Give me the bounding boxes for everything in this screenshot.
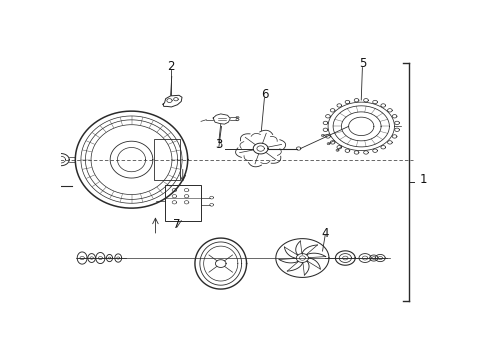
Bar: [165, 185, 201, 221]
Text: 5: 5: [360, 58, 367, 71]
Text: 6: 6: [261, 88, 268, 101]
Text: 2: 2: [167, 60, 174, 73]
Bar: [41, 157, 46, 162]
Text: 4: 4: [321, 226, 329, 240]
Text: 3: 3: [215, 138, 222, 151]
Bar: [154, 139, 179, 180]
Text: 7: 7: [173, 218, 181, 231]
Text: 1: 1: [420, 172, 428, 185]
